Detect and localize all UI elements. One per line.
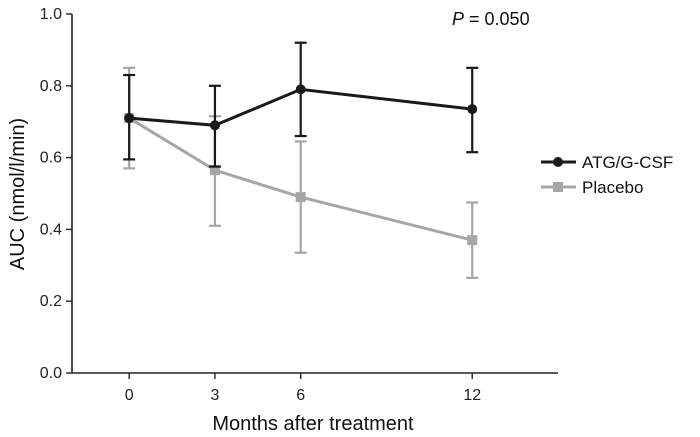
data-point bbox=[209, 165, 220, 176]
y-tick-label: 0.2 bbox=[40, 293, 62, 310]
x-tick-label: 12 bbox=[463, 387, 481, 404]
x-axis-title: Months after treatment bbox=[212, 413, 414, 435]
data-point bbox=[209, 120, 220, 131]
legend-marker bbox=[553, 182, 563, 192]
axes: 0.0 0.2 0.4 0.6 0.8 1.0 0 3 6 12 bbox=[40, 6, 558, 404]
y-tick-label: 0.4 bbox=[40, 221, 62, 238]
y-tick-label: 0.8 bbox=[40, 78, 62, 95]
y-axis-title: AUC (nmol/l/min) bbox=[7, 118, 29, 270]
p-value-annotation: P = 0.050 bbox=[452, 9, 530, 29]
data-point bbox=[467, 235, 478, 246]
series-line bbox=[128, 116, 473, 242]
x-tick-label: 3 bbox=[210, 387, 219, 404]
x-tick-label: 6 bbox=[296, 387, 305, 404]
legend-item: Placebo bbox=[541, 178, 643, 197]
data-point bbox=[295, 84, 306, 95]
y-tick-label: 1.0 bbox=[40, 6, 62, 23]
legend: ATG/G-CSF Placebo bbox=[541, 153, 673, 197]
legend-marker bbox=[553, 157, 563, 167]
legend-label: Placebo bbox=[582, 178, 643, 197]
x-tick-label: 0 bbox=[125, 387, 134, 404]
y-tick-label: 0.0 bbox=[40, 365, 62, 382]
series-line bbox=[129, 87, 473, 127]
y-tick-label: 0.6 bbox=[40, 150, 62, 167]
legend-item: ATG/G-CSF bbox=[541, 153, 673, 172]
data-point bbox=[467, 104, 478, 115]
legend-label: ATG/G-CSF bbox=[582, 153, 673, 172]
series-atg-g-csf bbox=[123, 41, 479, 168]
data-point bbox=[295, 192, 306, 203]
series-layer bbox=[123, 41, 479, 279]
data-point bbox=[124, 113, 135, 124]
